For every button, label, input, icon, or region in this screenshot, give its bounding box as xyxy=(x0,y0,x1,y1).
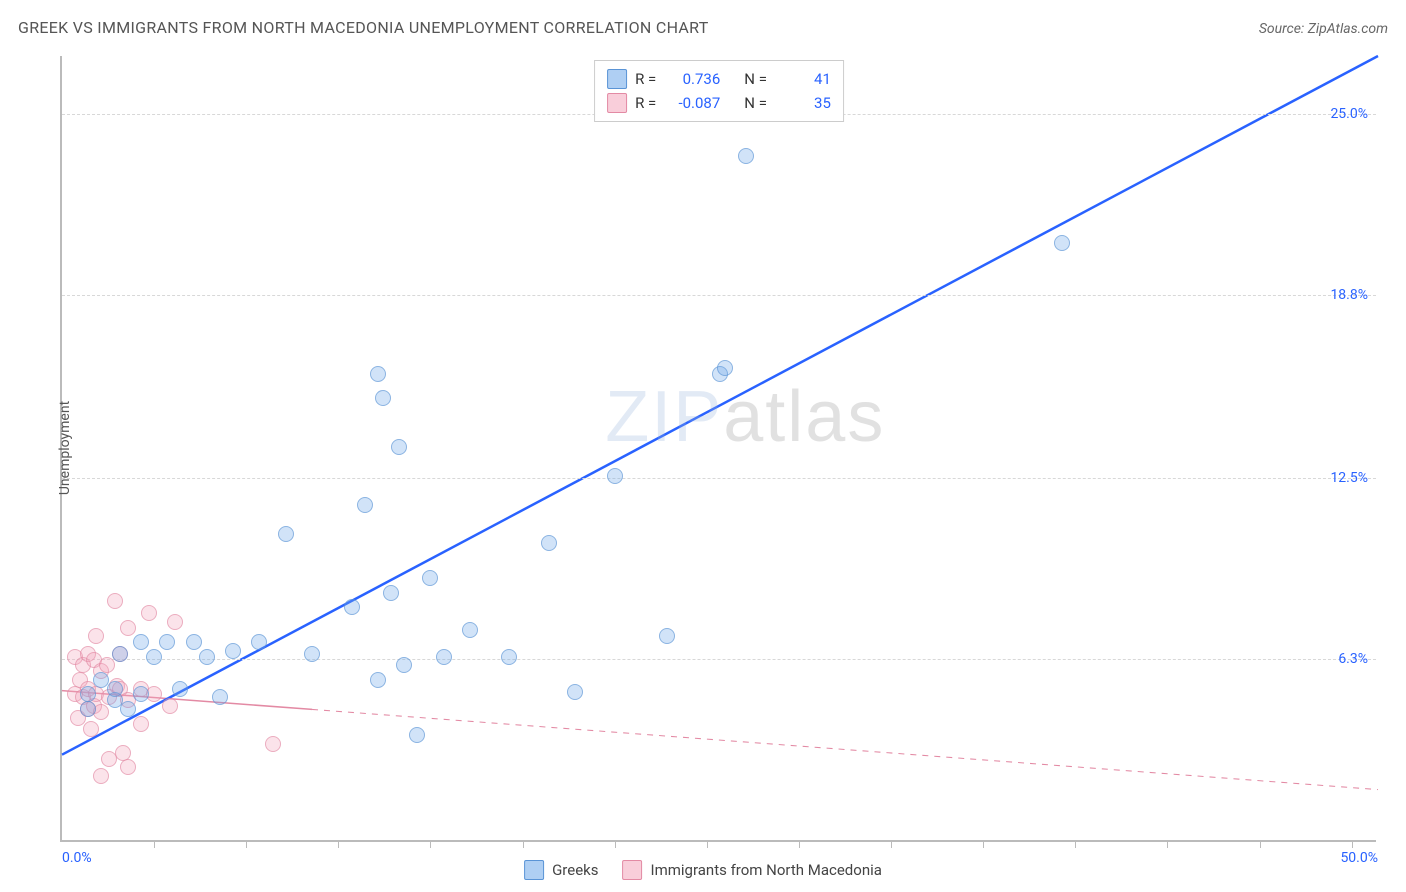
scatter-point xyxy=(501,649,517,665)
y-tick-label: 25.0% xyxy=(1330,106,1368,122)
scatter-point xyxy=(107,593,123,609)
plot-region: ZIPatlas R = 0.736 N = 41 R = -0.087 N = 35 Une… xyxy=(60,56,1376,842)
x-tick-mark xyxy=(430,840,431,848)
r-value: -0.087 xyxy=(664,91,720,115)
legend-swatch xyxy=(607,69,627,89)
series-legend: Greeks Immigrants from North Macedonia xyxy=(524,860,882,880)
scatter-point xyxy=(133,634,149,650)
x-tick-mark xyxy=(1352,840,1353,848)
scatter-point xyxy=(717,360,733,376)
chart-area: ZIPatlas R = 0.736 N = 41 R = -0.087 N = 35 Une… xyxy=(60,56,1376,842)
legend-label: Greeks xyxy=(552,861,598,879)
scatter-point xyxy=(391,439,407,455)
y-axis-label: Unemployment xyxy=(57,401,73,495)
legend-item: Immigrants from North Macedonia xyxy=(623,860,882,880)
scatter-point xyxy=(172,681,188,697)
x-tick-label: 50.0% xyxy=(1340,850,1378,866)
n-value: 35 xyxy=(775,91,831,115)
scatter-point xyxy=(1054,235,1070,251)
scatter-point xyxy=(107,681,123,697)
gridline xyxy=(62,295,1376,296)
stat-label: R = xyxy=(635,67,656,91)
scatter-point xyxy=(141,605,157,621)
legend-label: Immigrants from North Macedonia xyxy=(651,861,882,879)
scatter-point xyxy=(607,468,623,484)
scatter-point xyxy=(659,628,675,644)
scatter-point xyxy=(278,526,294,542)
scatter-point xyxy=(199,649,215,665)
scatter-point xyxy=(265,736,281,752)
scatter-point xyxy=(133,686,149,702)
scatter-point xyxy=(120,759,136,775)
scatter-point xyxy=(344,599,360,615)
x-tick-mark xyxy=(338,840,339,848)
scatter-point xyxy=(133,716,149,732)
r-value: 0.736 xyxy=(664,67,720,91)
x-tick-mark xyxy=(799,840,800,848)
scatter-point xyxy=(186,634,202,650)
y-tick-label: 12.5% xyxy=(1330,470,1368,486)
x-tick-mark xyxy=(1260,840,1261,848)
scatter-point xyxy=(225,643,241,659)
n-value: 41 xyxy=(775,67,831,91)
scatter-point xyxy=(112,646,128,662)
scatter-point xyxy=(251,634,267,650)
scatter-point xyxy=(167,614,183,630)
scatter-point xyxy=(93,768,109,784)
scatter-point xyxy=(436,649,452,665)
legend-stats-row: R = 0.736 N = 41 xyxy=(607,67,831,91)
stat-label: R = xyxy=(635,91,656,115)
x-tick-mark xyxy=(983,840,984,848)
scatter-point xyxy=(409,727,425,743)
scatter-point xyxy=(370,672,386,688)
gridline xyxy=(62,478,1376,479)
x-tick-mark xyxy=(1167,840,1168,848)
x-tick-mark xyxy=(523,840,524,848)
scatter-point xyxy=(375,390,391,406)
scatter-point xyxy=(120,701,136,717)
scatter-point xyxy=(396,657,412,673)
chart-title: GREEK VS IMMIGRANTS FROM NORTH MACEDONIA… xyxy=(18,18,709,37)
scatter-point xyxy=(422,570,438,586)
legend-stats-row: R = -0.087 N = 35 xyxy=(607,91,831,115)
scatter-point xyxy=(738,148,754,164)
stat-label: N = xyxy=(744,67,767,91)
y-tick-label: 6.3% xyxy=(1338,651,1368,667)
scatter-point xyxy=(162,698,178,714)
source-attribution: Source: ZipAtlas.com xyxy=(1259,21,1388,37)
watermark: ZIPatlas xyxy=(605,376,885,458)
scatter-point xyxy=(383,585,399,601)
x-tick-mark xyxy=(154,840,155,848)
x-tick-mark xyxy=(615,840,616,848)
x-tick-mark xyxy=(707,840,708,848)
scatter-point xyxy=(370,366,386,382)
legend-swatch xyxy=(524,860,544,880)
scatter-point xyxy=(80,686,96,702)
scatter-point xyxy=(120,620,136,636)
x-tick-mark xyxy=(891,840,892,848)
scatter-point xyxy=(541,535,557,551)
scatter-point xyxy=(357,497,373,513)
scatter-point xyxy=(304,646,320,662)
scatter-point xyxy=(146,649,162,665)
scatter-point xyxy=(88,628,104,644)
scatter-point xyxy=(83,721,99,737)
x-tick-label: 0.0% xyxy=(62,850,92,866)
scatter-point xyxy=(462,622,478,638)
trend-lines xyxy=(62,56,1378,842)
y-tick-label: 18.8% xyxy=(1330,287,1368,303)
scatter-point xyxy=(212,689,228,705)
gridline xyxy=(62,659,1376,660)
stat-label: N = xyxy=(744,91,767,115)
legend-swatch xyxy=(607,93,627,113)
x-tick-mark xyxy=(1075,840,1076,848)
legend-item: Greeks xyxy=(524,860,598,880)
legend-swatch xyxy=(623,860,643,880)
scatter-point xyxy=(567,684,583,700)
x-tick-mark xyxy=(246,840,247,848)
scatter-point xyxy=(80,701,96,717)
scatter-point xyxy=(159,634,175,650)
correlation-legend: R = 0.736 N = 41 R = -0.087 N = 35 xyxy=(594,60,844,122)
